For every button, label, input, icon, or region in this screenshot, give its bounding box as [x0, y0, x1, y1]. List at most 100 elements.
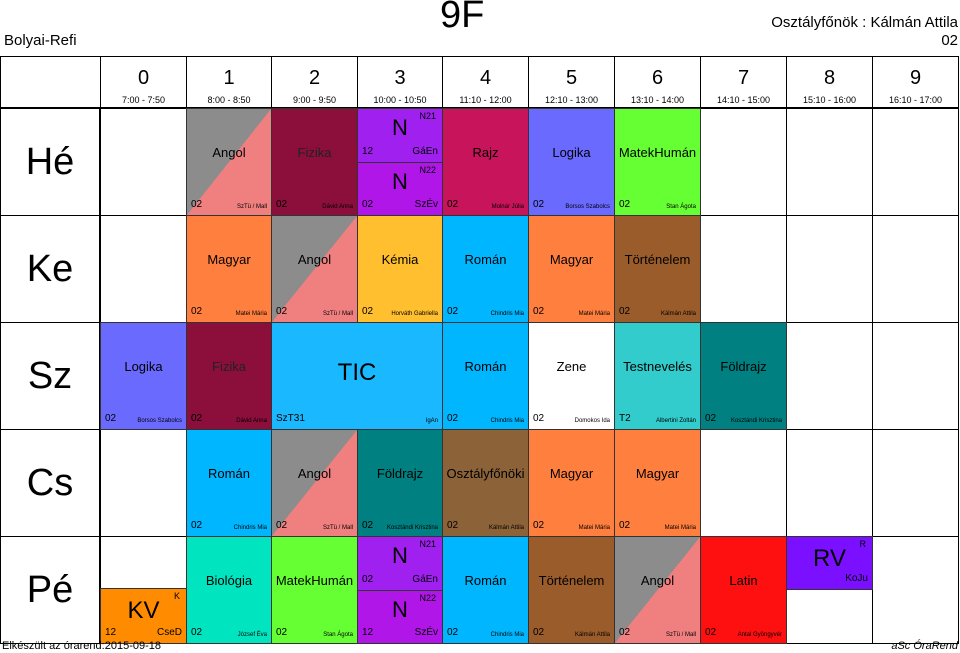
lesson-cell[interactable]: Román 02 Chindris Mia: [442, 322, 529, 430]
period-number: 8: [823, 67, 836, 89]
lesson-cell[interactable]: Zene 02 Domokos Ida: [528, 322, 615, 430]
lesson-subject: Román: [208, 466, 250, 481]
lesson-room: 02: [105, 413, 117, 424]
lesson-teacher: SzTü / Mall: [322, 311, 353, 317]
lesson-room: 02: [447, 627, 459, 638]
lesson-group-label: N21: [419, 111, 436, 121]
lesson-subject: Földrajz: [720, 359, 767, 374]
lesson-cell[interactable]: Magyar 02 Matei Mária: [528, 429, 615, 537]
lesson-cell[interactable]: Fizika 02 Dávid Anna: [271, 108, 358, 216]
period-time: 7:00 - 7:50: [121, 95, 166, 105]
lesson-cell[interactable]: Angol 02 SzTü / Mall: [271, 215, 358, 323]
lesson-subject: Kémia: [381, 252, 419, 267]
generated-date: Elkészült az órarend:2015-09-18: [2, 640, 161, 652]
lesson-cell[interactable]: KV K 12 CseD: [100, 588, 187, 644]
period-time: 13:10 - 14:00: [630, 95, 685, 105]
lesson-cell[interactable]: Földrajz 02 Kosztándi Krisztina: [357, 429, 443, 537]
lesson-cell[interactable]: Földrajz 02 Kosztándi Krisztina: [700, 322, 787, 430]
lesson-group-label: N22: [419, 165, 436, 175]
lesson-group-label: N22: [419, 593, 436, 603]
empty-slot: [100, 108, 187, 216]
lesson-subject: Román: [464, 252, 507, 267]
lesson-room: 12: [105, 627, 117, 638]
lesson-cell[interactable]: Biológia 02 József Éva: [186, 536, 272, 644]
lesson-cell[interactable]: MatekHumán 02 Stan Ágota: [614, 108, 701, 216]
lesson-subject: Testnevelés: [623, 359, 692, 374]
period-header: 3 10:00 - 10:50: [357, 56, 443, 108]
lesson-cell[interactable]: Osztályfőnöki 02 Kálmán Attila: [442, 429, 529, 537]
lesson-teacher: KoJu: [845, 573, 868, 584]
lesson-cell[interactable]: Történelem 02 Kálmán Attila: [614, 215, 701, 323]
lesson-cell[interactable]: N N22 02 SzÉv: [357, 162, 443, 216]
lesson-room: 02: [619, 199, 631, 210]
period-time: 10:00 - 10:50: [373, 95, 427, 105]
lesson-room: 02: [191, 627, 203, 638]
lesson-cell[interactable]: Román 02 Chindris Mia: [186, 429, 272, 537]
lesson-room: 02: [447, 306, 459, 317]
lesson-group-letter: N: [392, 169, 408, 194]
lesson-cell[interactable]: N N22 12 SzÉv: [357, 590, 443, 644]
lesson-cell[interactable]: Kémia 02 Horváth Gabriella: [357, 215, 443, 323]
empty-slot: [700, 429, 787, 537]
lesson-subject: Biológia: [205, 573, 253, 588]
lesson-cell[interactable]: Rajz 02 Molnár Júlia: [442, 108, 529, 216]
period-header: 8 15:10 - 16:00: [786, 56, 873, 108]
lesson-room: 02: [705, 627, 717, 638]
lesson-cell[interactable]: MatekHumán 02 Stan Ágota: [271, 536, 358, 644]
lesson-teacher: Antal Gyöngyvér: [737, 632, 782, 638]
period-number: 7: [737, 67, 750, 89]
lesson-teacher: IgAn: [425, 418, 438, 424]
lesson-teacher: Dávid Anna: [236, 418, 267, 424]
lesson-teacher: GáEn: [412, 574, 438, 585]
lesson-cell[interactable]: Testnevelés T2 Albertini Zoltán: [614, 322, 701, 430]
lesson-cell[interactable]: Angol 02 SzTü / Mall: [271, 429, 358, 537]
lesson-cell[interactable]: Fizika 02 Dávid Anna: [186, 322, 272, 430]
lesson-cell[interactable]: N N21 12 GáEn: [357, 108, 443, 163]
period-number: 5: [565, 67, 578, 89]
lesson-room: 02: [362, 306, 374, 317]
lesson-cell[interactable]: Logika 02 Borsos Szabolcs: [100, 322, 187, 430]
lesson-teacher: SzÉv: [414, 627, 438, 638]
lesson-room: 02: [533, 520, 545, 531]
lesson-group-letter: N: [392, 597, 408, 622]
lesson-cell[interactable]: Román 02 Chindris Mia: [442, 215, 529, 323]
lesson-cell[interactable]: Történelem 02 Kálmán Attila: [528, 536, 615, 644]
lesson-subject: Román: [464, 359, 507, 374]
lesson-room: 12: [362, 627, 374, 638]
lesson-cell[interactable]: Angol 02 SzTü / Mall: [614, 536, 701, 644]
lesson-cell[interactable]: Román 02 Chindris Mia: [442, 536, 529, 644]
lesson-subject: Fizika: [212, 359, 246, 374]
lesson-cell[interactable]: Latin 02 Antal Gyöngyvér: [700, 536, 787, 644]
lesson-subject: MatekHumán: [275, 573, 354, 588]
lesson-room: 02: [276, 306, 288, 317]
period-number: 1: [223, 67, 235, 89]
lesson-cell[interactable]: TIC SzT31 IgAn: [271, 322, 443, 430]
lesson-room: 02: [619, 520, 631, 531]
empty-slot: [872, 429, 959, 537]
period-number: 0: [137, 67, 150, 89]
period-header: 9 16:10 - 17:00: [872, 56, 959, 108]
lesson-cell[interactable]: RV R KoJu: [786, 536, 873, 590]
lesson-subject: Magyar: [635, 466, 680, 481]
lesson-teacher: SzÉv: [414, 199, 438, 210]
period-time: 15:10 - 16:00: [802, 95, 857, 105]
lesson-cell[interactable]: Magyar 02 Matei Mária: [186, 215, 272, 323]
lesson-teacher: Kálmán Attila: [660, 311, 696, 317]
lesson-teacher: Borsos Szabolcs: [565, 204, 610, 210]
lesson-teacher: Kosztándi Krisztina: [386, 525, 438, 531]
lesson-teacher: Matei Mária: [578, 525, 610, 531]
lesson-teacher: Kálmán Attila: [574, 632, 610, 638]
lesson-cell[interactable]: N N21 02 GáEn: [357, 536, 443, 591]
lesson-subject: Angol: [297, 252, 332, 267]
lesson-subject: Történelem: [624, 252, 691, 267]
lesson-room: 02: [447, 413, 459, 424]
lesson-cell[interactable]: Angol 02 SzTü / Mall: [186, 108, 272, 216]
lesson-group-letter: RV: [813, 545, 846, 572]
lesson-cell[interactable]: Magyar 02 Matei Mária: [528, 215, 615, 323]
lesson-room: 02: [362, 520, 374, 531]
lesson-subject: Osztályfőnöki: [446, 466, 525, 481]
empty-slot: [100, 429, 187, 537]
lesson-cell[interactable]: Magyar 02 Matei Mária: [614, 429, 701, 537]
lesson-room: 02: [705, 413, 717, 424]
lesson-cell[interactable]: Logika 02 Borsos Szabolcs: [528, 108, 615, 216]
